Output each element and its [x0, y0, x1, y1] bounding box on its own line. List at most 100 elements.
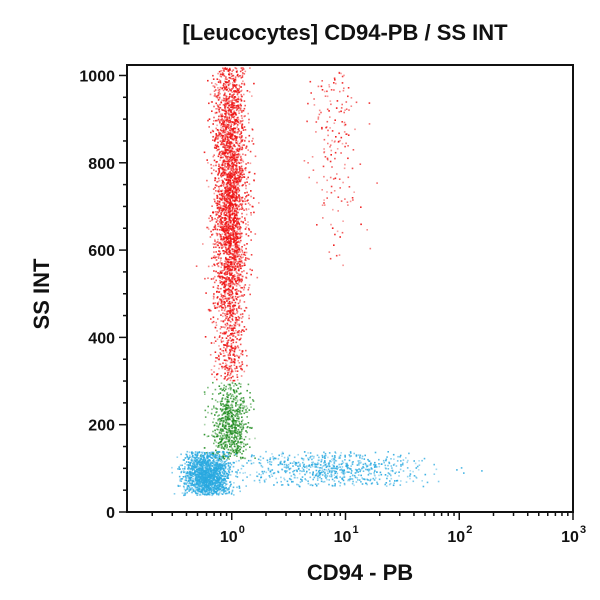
data-point	[236, 89, 239, 91]
data-point	[228, 139, 230, 141]
data-point	[222, 443, 225, 445]
data-point	[325, 126, 327, 129]
data-point	[237, 447, 239, 450]
data-point	[236, 193, 238, 196]
data-point	[215, 433, 217, 435]
data-point	[234, 383, 237, 385]
data-point	[223, 331, 226, 334]
data-point	[223, 153, 225, 156]
data-point	[359, 163, 362, 165]
data-point	[233, 255, 235, 258]
data-point	[215, 96, 218, 98]
data-point	[188, 468, 190, 471]
data-point	[244, 115, 246, 117]
data-point	[249, 162, 252, 165]
data-point	[229, 434, 231, 436]
data-point	[220, 489, 223, 492]
data-point	[234, 135, 237, 138]
data-point	[223, 174, 225, 176]
data-point	[343, 74, 345, 77]
data-point	[218, 106, 220, 109]
data-point	[237, 118, 240, 121]
data-point	[228, 310, 231, 312]
data-point	[232, 353, 234, 356]
data-point	[220, 132, 222, 135]
data-point	[231, 172, 233, 175]
data-point	[211, 110, 213, 112]
data-point	[232, 465, 235, 468]
data-point	[215, 95, 217, 97]
data-point	[239, 121, 242, 123]
data-point	[230, 113, 232, 116]
data-point	[232, 304, 235, 306]
data-point	[231, 194, 233, 196]
data-point	[235, 119, 237, 122]
data-point	[216, 461, 218, 464]
data-point	[240, 446, 243, 449]
data-point	[194, 463, 196, 466]
data-point	[240, 86, 242, 88]
data-point	[330, 154, 332, 156]
data-point	[245, 226, 248, 229]
data-point	[215, 241, 218, 244]
data-point	[233, 389, 235, 392]
data-point	[227, 142, 229, 145]
data-point	[229, 198, 231, 201]
data-point	[188, 481, 191, 483]
data-point	[223, 411, 225, 414]
data-point	[230, 120, 233, 123]
data-point	[233, 215, 236, 218]
data-point	[225, 103, 227, 105]
data-point	[242, 428, 244, 430]
data-point	[229, 77, 232, 80]
data-point	[237, 290, 240, 292]
data-point	[213, 255, 216, 257]
data-point	[229, 237, 232, 239]
data-point	[233, 253, 235, 255]
data-point	[225, 404, 227, 406]
data-point	[220, 227, 223, 230]
data-point	[232, 227, 235, 229]
data-point	[224, 332, 227, 335]
data-point	[241, 232, 243, 235]
data-point	[223, 291, 226, 293]
data-point	[216, 204, 219, 207]
data-point	[231, 278, 233, 280]
data-point	[236, 170, 238, 172]
data-point	[239, 228, 241, 230]
data-point	[221, 137, 223, 140]
data-point	[224, 243, 227, 246]
data-point	[241, 410, 244, 412]
data-point	[324, 156, 327, 158]
data-point	[219, 115, 222, 117]
data-point	[229, 197, 232, 200]
data-point	[237, 424, 240, 426]
data-point	[207, 455, 209, 457]
data-point	[186, 456, 189, 458]
data-point	[223, 125, 225, 127]
data-point	[224, 219, 227, 221]
data-point	[221, 278, 223, 280]
data-point	[241, 168, 244, 170]
data-point	[240, 248, 243, 250]
data-point	[236, 430, 239, 433]
data-point	[237, 156, 240, 158]
data-point	[218, 88, 221, 91]
data-point	[226, 400, 229, 402]
data-point	[248, 140, 250, 143]
data-point	[213, 226, 216, 228]
data-point	[248, 227, 250, 230]
data-point	[219, 392, 222, 394]
data-point	[323, 202, 325, 204]
data-point	[173, 493, 176, 495]
data-point	[231, 203, 234, 206]
data-point	[227, 193, 229, 195]
data-point	[230, 333, 233, 335]
data-point	[243, 412, 246, 415]
data-point	[230, 273, 232, 276]
data-point	[233, 236, 235, 238]
data-point	[238, 276, 240, 279]
data-point	[190, 467, 192, 470]
data-point	[239, 208, 241, 210]
data-point	[236, 331, 238, 334]
